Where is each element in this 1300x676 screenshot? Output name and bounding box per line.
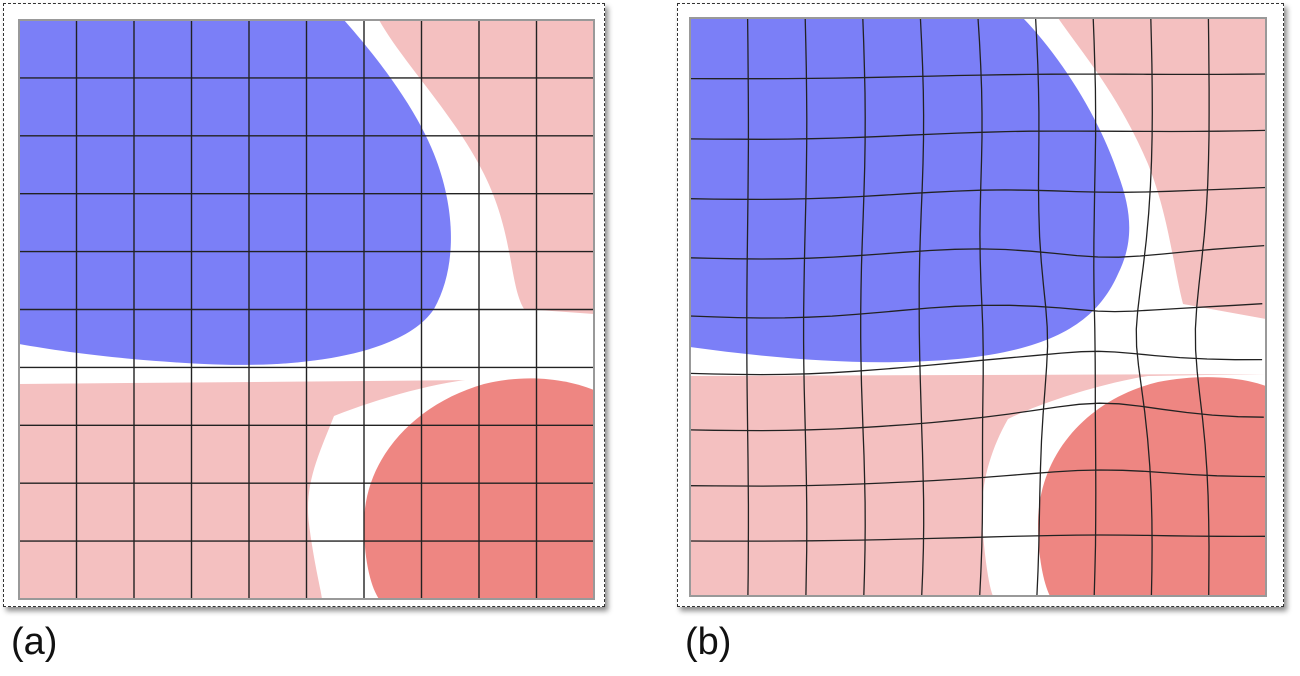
caption-a: (a) (11, 623, 57, 661)
panel-b-figure (678, 4, 1283, 606)
caption-b: (b) (685, 623, 731, 661)
panel-a (3, 3, 605, 607)
panel-b (677, 3, 1284, 607)
blue-region-top-left (690, 18, 1129, 362)
panel-a-figure (4, 4, 604, 606)
light-red-region-bottom-left (19, 384, 334, 599)
